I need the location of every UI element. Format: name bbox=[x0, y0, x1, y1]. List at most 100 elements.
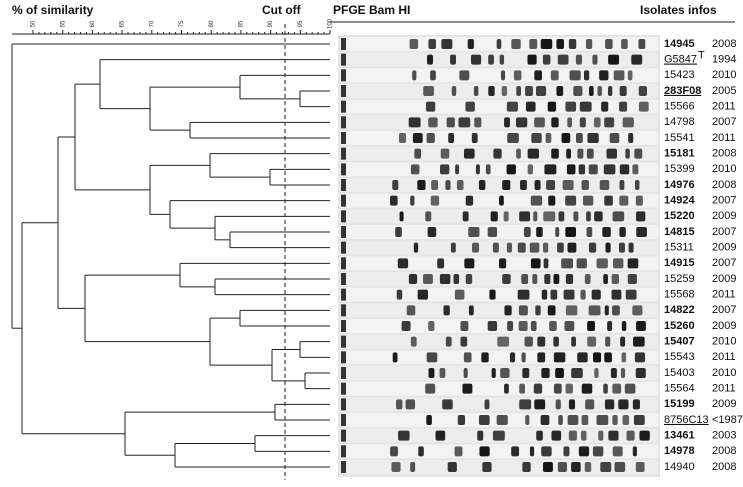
scale-label: 75 bbox=[179, 20, 185, 27]
gel-band bbox=[502, 274, 511, 284]
gel-band bbox=[578, 446, 590, 457]
gel-band bbox=[532, 274, 538, 284]
gel-band bbox=[628, 242, 634, 253]
gel-band bbox=[525, 101, 536, 112]
gel-band bbox=[608, 86, 613, 96]
gel-band bbox=[593, 117, 601, 128]
gel-band bbox=[551, 430, 562, 441]
gel-band bbox=[607, 321, 613, 331]
gel-well bbox=[341, 273, 346, 285]
gel-band bbox=[515, 117, 528, 128]
gel-band bbox=[604, 305, 609, 316]
gel-well bbox=[341, 320, 346, 332]
gel-band bbox=[601, 101, 609, 112]
gel-band bbox=[478, 180, 486, 190]
gel-band bbox=[619, 164, 630, 175]
gel-band bbox=[609, 133, 620, 143]
gel-band bbox=[435, 430, 446, 441]
gel-band bbox=[428, 39, 436, 49]
gel-band bbox=[471, 133, 478, 143]
gel-well bbox=[341, 445, 346, 458]
gel-well bbox=[341, 132, 346, 144]
gel-band bbox=[490, 211, 498, 222]
gel-band bbox=[575, 54, 583, 65]
gel-band bbox=[542, 242, 549, 253]
gel-band bbox=[586, 148, 594, 159]
gel-band bbox=[428, 117, 438, 128]
gel-band bbox=[581, 180, 589, 190]
isolate-id: G5847 bbox=[664, 54, 697, 66]
gel-well bbox=[341, 210, 346, 223]
gel-lane bbox=[340, 193, 658, 208]
gel-band bbox=[410, 195, 415, 206]
gel-band bbox=[588, 242, 597, 253]
gel-band bbox=[547, 305, 556, 316]
gel-band bbox=[399, 211, 404, 222]
gel-band bbox=[534, 70, 542, 81]
gel-band bbox=[496, 39, 502, 49]
gel-band bbox=[428, 368, 435, 378]
gel-band bbox=[635, 462, 645, 472]
gel-band bbox=[636, 321, 646, 331]
gel-band bbox=[530, 195, 543, 206]
gel-well bbox=[341, 382, 346, 395]
gel-band bbox=[446, 117, 455, 128]
gel-band bbox=[631, 54, 643, 65]
gel-band bbox=[636, 227, 647, 237]
gel-band bbox=[410, 336, 417, 347]
gel-band bbox=[425, 101, 436, 112]
gel-band bbox=[589, 86, 594, 96]
gel-band bbox=[454, 446, 463, 457]
gel-band bbox=[468, 227, 480, 237]
gel-band bbox=[579, 117, 586, 128]
gel-band bbox=[465, 101, 475, 112]
gel-lane bbox=[340, 225, 658, 239]
gel-band bbox=[501, 86, 508, 96]
gel-band bbox=[611, 289, 622, 300]
gel-band bbox=[460, 321, 469, 331]
dendrogram bbox=[11, 43, 330, 468]
gel-band bbox=[557, 242, 564, 253]
gel-band bbox=[545, 133, 552, 143]
isolate-id: 14945 bbox=[664, 38, 695, 50]
isolate-id: 15260 bbox=[664, 320, 695, 332]
gel-band bbox=[578, 164, 586, 175]
isolate-year: 2007 bbox=[712, 226, 736, 238]
isolate-id: 14978 bbox=[664, 445, 695, 457]
gel-band bbox=[518, 305, 528, 316]
gel-band bbox=[482, 462, 492, 472]
gel-well bbox=[341, 351, 346, 364]
gel-band bbox=[392, 352, 398, 363]
isolate-id: 14940 bbox=[664, 461, 695, 473]
gel-band bbox=[551, 148, 559, 159]
gel-band bbox=[586, 211, 591, 222]
gel-band bbox=[534, 180, 541, 190]
gel-band bbox=[565, 274, 574, 284]
scale-label: 55 bbox=[60, 20, 66, 27]
gel-band bbox=[496, 415, 508, 425]
gel-band bbox=[493, 148, 502, 159]
gel-band bbox=[573, 211, 579, 222]
isolate-id: 15199 bbox=[664, 398, 695, 410]
gel-band bbox=[498, 258, 507, 269]
gel-band bbox=[519, 399, 532, 410]
gel-band bbox=[624, 383, 636, 394]
gel-band bbox=[628, 133, 634, 143]
gel-band bbox=[477, 430, 484, 441]
gel-band bbox=[591, 289, 601, 300]
gel-band bbox=[550, 289, 558, 300]
gel-band bbox=[638, 86, 647, 96]
gel-band bbox=[425, 211, 432, 222]
gel-band bbox=[540, 39, 553, 49]
gel-band bbox=[604, 352, 612, 363]
gel-band bbox=[612, 211, 625, 222]
gel-band bbox=[619, 86, 627, 96]
gel-lane bbox=[340, 287, 658, 302]
gel-band bbox=[518, 321, 528, 331]
gel-band bbox=[633, 415, 645, 425]
scale-label: 90 bbox=[268, 20, 274, 27]
gel-band bbox=[442, 399, 453, 410]
gel-band bbox=[635, 195, 643, 206]
gel-lane bbox=[340, 209, 658, 224]
gel-band bbox=[553, 274, 560, 284]
